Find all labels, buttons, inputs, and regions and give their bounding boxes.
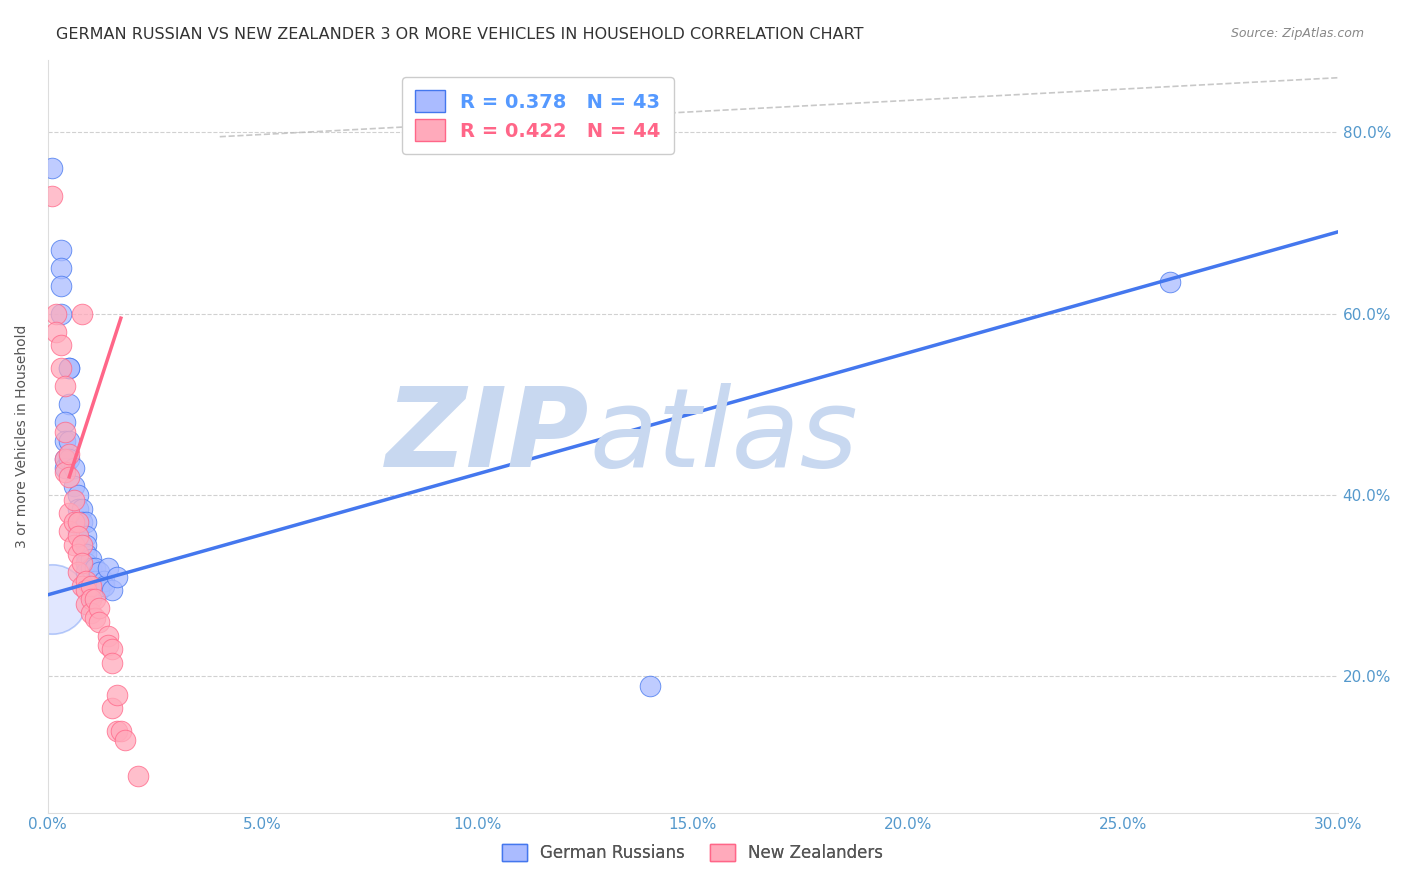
Point [53, 460, 76, 475]
Point [49, 279, 72, 293]
Point [41, 161, 63, 176]
Point [53, 416, 76, 430]
Point [41, 592, 63, 607]
Point [75, 574, 97, 589]
Point [75, 597, 97, 611]
Point [53, 379, 76, 393]
Point [58, 524, 80, 539]
Point [41, 188, 63, 202]
Point [105, 688, 128, 702]
Point [49, 307, 72, 321]
Point [80, 579, 103, 593]
Text: Source: ZipAtlas.com: Source: ZipAtlas.com [1230, 27, 1364, 40]
Text: ZIP: ZIP [387, 383, 589, 490]
Point [75, 529, 97, 543]
Point [53, 466, 76, 480]
Point [66, 565, 89, 579]
Point [62, 515, 84, 529]
Point [66, 488, 89, 502]
Point [89, 565, 111, 579]
Point [53, 451, 76, 466]
Point [638, 679, 661, 693]
Point [110, 723, 132, 738]
Point [62, 460, 84, 475]
Point [80, 579, 103, 593]
Point [58, 470, 80, 484]
Point [58, 361, 80, 376]
Text: atlas: atlas [589, 383, 858, 490]
Point [101, 656, 124, 670]
Point [89, 601, 111, 615]
Point [114, 733, 136, 747]
Point [62, 538, 84, 552]
Point [80, 606, 103, 620]
Point [66, 501, 89, 516]
Point [84, 610, 107, 624]
Point [93, 574, 115, 589]
Point [66, 547, 89, 561]
Legend: German Russians, New Zealanders: German Russians, New Zealanders [492, 834, 893, 872]
Point [89, 615, 111, 629]
Point [66, 515, 89, 529]
Point [49, 261, 72, 276]
Point [53, 451, 76, 466]
Point [70, 579, 93, 593]
Point [58, 361, 80, 376]
Point [80, 588, 103, 602]
Point [97, 560, 120, 574]
Point [105, 570, 128, 584]
Point [84, 574, 107, 589]
Point [101, 583, 124, 598]
Point [105, 723, 128, 738]
Point [58, 506, 80, 520]
Point [62, 479, 84, 493]
Point [97, 638, 120, 652]
Point [75, 547, 97, 561]
Text: GERMAN RUSSIAN VS NEW ZEALANDER 3 OR MORE VEHICLES IN HOUSEHOLD CORRELATION CHAR: GERMAN RUSSIAN VS NEW ZEALANDER 3 OR MOR… [56, 27, 863, 42]
Point [80, 551, 103, 566]
Point [66, 524, 89, 539]
Point [127, 769, 149, 783]
Point [101, 642, 124, 657]
Point [75, 556, 97, 570]
Point [62, 492, 84, 507]
Point [70, 307, 93, 321]
Point [75, 515, 97, 529]
Point [97, 629, 120, 643]
Point [70, 501, 93, 516]
Point [70, 538, 93, 552]
Point [53, 434, 76, 448]
Point [45, 325, 67, 339]
Point [70, 515, 93, 529]
Point [70, 556, 93, 570]
Point [45, 307, 67, 321]
Y-axis label: 3 or more Vehicles in Household: 3 or more Vehicles in Household [15, 325, 30, 548]
Point [93, 579, 115, 593]
Point [75, 538, 97, 552]
Point [58, 434, 80, 448]
Point [49, 243, 72, 257]
Point [75, 583, 97, 598]
Point [80, 560, 103, 574]
Point [1159, 275, 1181, 289]
Point [101, 701, 124, 715]
Point [80, 592, 103, 607]
Point [49, 361, 72, 376]
Point [66, 515, 89, 529]
Point [49, 338, 72, 352]
Point [66, 529, 89, 543]
Point [84, 560, 107, 574]
Point [53, 425, 76, 439]
Point [58, 447, 80, 461]
Point [75, 565, 97, 579]
Point [58, 397, 80, 411]
Point [84, 592, 107, 607]
Point [58, 451, 80, 466]
Point [89, 583, 111, 598]
